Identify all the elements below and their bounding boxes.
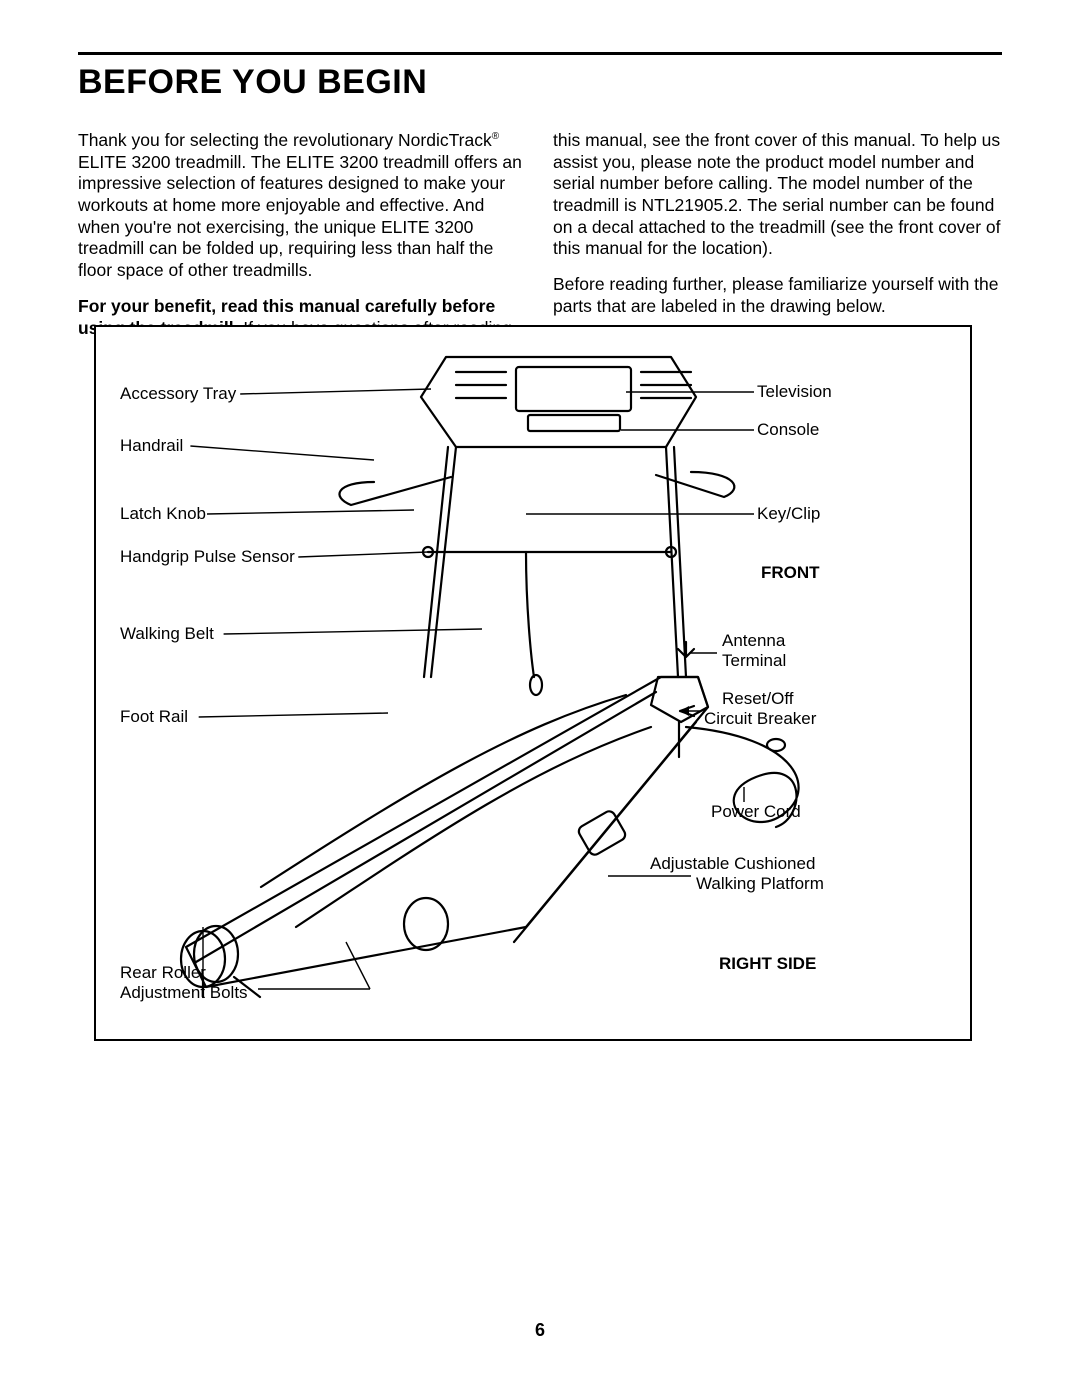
parts-diagram: Accessory Tray Handrail Latch Knob Handgrip… <box>94 325 972 1041</box>
diagram-label: Walking Belt <box>120 624 214 644</box>
diagram-label: Accessory Tray <box>120 384 236 404</box>
diagram-label: Foot Rail <box>120 707 188 727</box>
body-columns: Thank you for selecting the revolutionar… <box>78 130 1002 339</box>
diagram-label: Terminal <box>722 651 786 671</box>
diagram-label: Key/Clip <box>757 504 820 524</box>
page: BEFORE YOU BEGIN Thank you for selecting… <box>0 0 1080 1397</box>
diagram-label: FRONT <box>761 563 820 583</box>
intro-text-a: Thank you for selecting the revolutionar… <box>78 130 492 150</box>
diagram-label: Adjustment Bolts <box>120 983 248 1003</box>
diagram-label: Handrail <box>120 436 183 456</box>
diagram-label: Reset/Off <box>722 689 794 709</box>
page-heading: BEFORE YOU BEGIN <box>78 63 1002 102</box>
familiarize-paragraph: Before reading further, please familiari… <box>553 274 1002 317</box>
diagram-label: Handgrip Pulse Sensor <box>120 547 295 567</box>
intro-paragraph: Thank you for selecting the revolutionar… <box>78 130 527 282</box>
page-number: 6 <box>0 1320 1080 1341</box>
diagram-label: Rear Roller <box>120 963 206 983</box>
leader-lines <box>96 327 970 1039</box>
top-rule <box>78 52 1002 55</box>
diagram-label: Latch Knob <box>120 504 206 524</box>
diagram-label: Walking Platform <box>696 874 824 894</box>
diagram-label: Power Cord <box>711 802 801 822</box>
diagram-label: Antenna <box>722 631 785 651</box>
intro-text-b: ELITE 3200 treadmill. The ELITE 3200 tre… <box>78 152 522 280</box>
diagram-label: Adjustable Cushioned <box>650 854 815 874</box>
diagram-label: RIGHT SIDE <box>719 954 816 974</box>
diagram-label: Console <box>757 420 819 440</box>
diagram-label: Circuit Breaker <box>704 709 816 729</box>
registered-mark: ® <box>492 131 499 142</box>
diagram-label: Television <box>757 382 832 402</box>
